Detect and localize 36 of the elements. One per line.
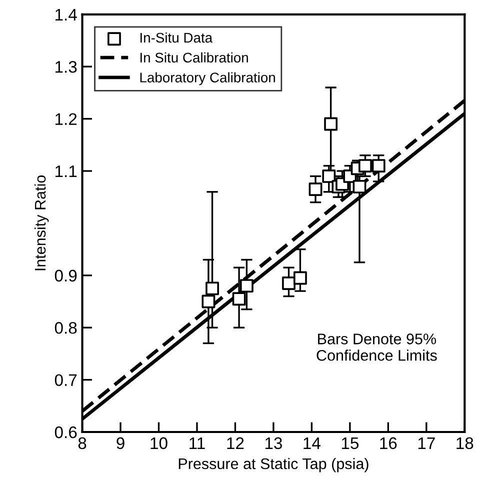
legend-label: In Situ Calibration (140, 52, 248, 63)
x-axis-title: Pressure at Static Tap (psia) (178, 458, 368, 472)
point (240, 279, 254, 293)
point (352, 180, 366, 194)
y-tick-label: 0.7 (54, 374, 77, 386)
point (324, 117, 338, 131)
x-tick-label: 11 (190, 437, 205, 449)
y-tick-label: 0.9 (54, 270, 77, 282)
y-tick-label: 1.4 (56, 8, 77, 20)
x-tick-label: 16 (380, 437, 397, 450)
point (372, 159, 386, 172)
y-tick-label: 0.8 (54, 322, 77, 334)
point (308, 182, 322, 196)
y-tick-label: 0.6 (54, 426, 77, 438)
point (206, 282, 219, 296)
point (358, 159, 372, 172)
x-tick-label: 8 (78, 437, 86, 450)
point (232, 292, 246, 306)
point (282, 276, 296, 290)
x-tick-label: 13 (265, 437, 282, 450)
y-tick-label: 1.3 (56, 61, 77, 73)
x-tick-label: 15 (342, 437, 359, 450)
x-tick-label: 10 (150, 437, 168, 450)
legend-label: Laboratory Calibration (140, 72, 275, 86)
y-axis-title: Intensity Ratio (34, 175, 49, 270)
annotation: Bars Denote 95% Confidence Limits (316, 334, 437, 361)
y-tick-label: 1.2 (56, 113, 77, 125)
x-tick-label: 18 (456, 437, 474, 450)
x-tick-label: 17 (418, 437, 435, 449)
x-tick-label: 12 (227, 437, 244, 449)
x-tick-label: 14 (304, 437, 320, 449)
point (294, 271, 307, 285)
legend-label: In-Situ Data (140, 32, 213, 43)
point (202, 294, 216, 308)
x-tick-label: 9 (116, 437, 124, 450)
y-tick-label: 1.1 (56, 166, 77, 178)
